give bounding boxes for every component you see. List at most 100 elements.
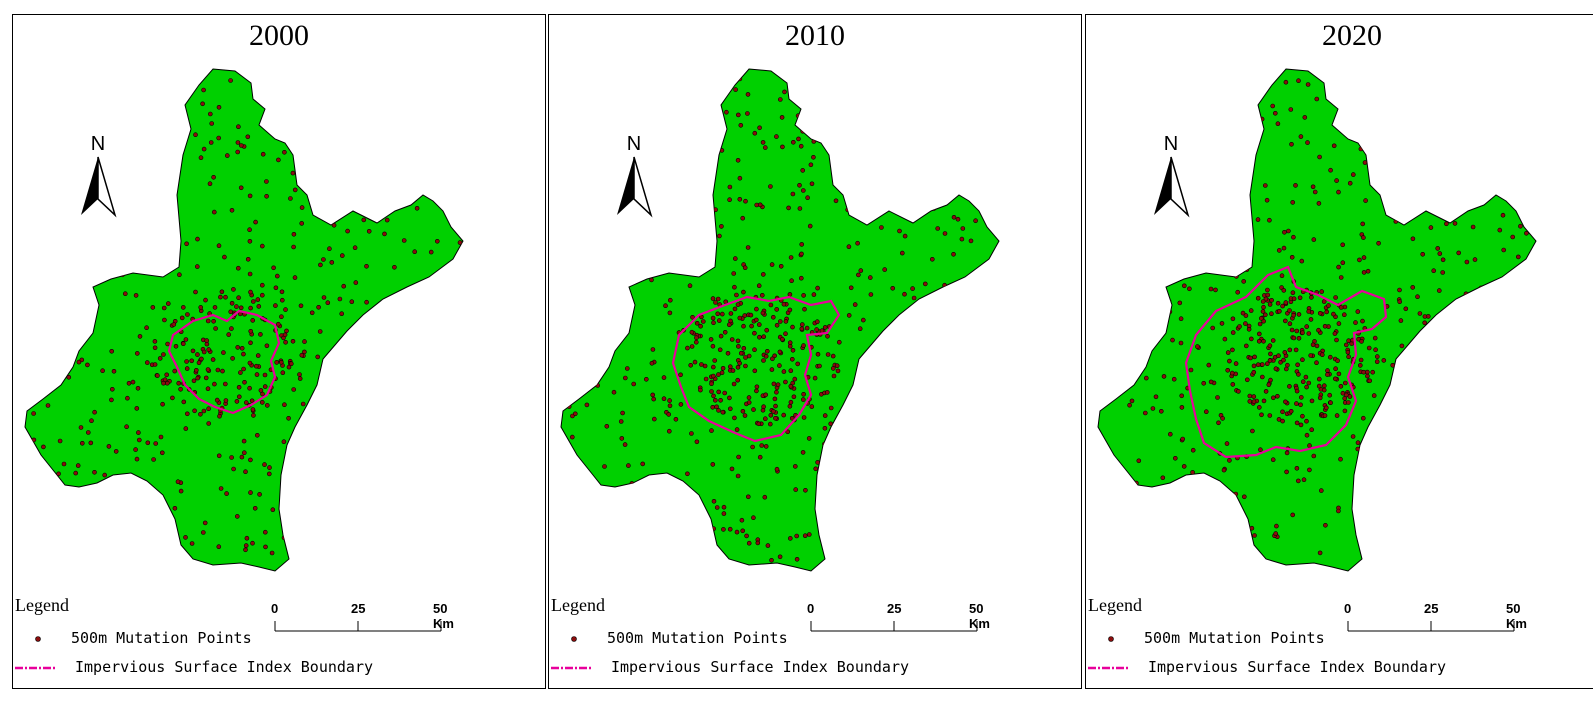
mutation-point xyxy=(1336,371,1342,377)
mutation-point xyxy=(1377,103,1383,109)
mutation-point xyxy=(1370,107,1376,112)
mutation-point xyxy=(1177,550,1182,556)
mutation-point xyxy=(1248,83,1253,88)
mutation-point xyxy=(786,205,791,211)
mutation-point xyxy=(934,487,939,492)
mutation-point xyxy=(1506,526,1512,531)
mutation-point xyxy=(1419,532,1425,538)
mutation-point xyxy=(777,554,783,560)
mutation-point xyxy=(92,234,98,240)
mutation-point xyxy=(752,130,758,136)
mutation-point xyxy=(201,87,206,93)
mutation-point xyxy=(264,194,269,199)
mutation-point xyxy=(992,125,998,131)
mutation-point xyxy=(88,115,94,120)
mutation-point xyxy=(275,321,281,327)
scale-bar-line xyxy=(810,621,978,632)
mutation-point xyxy=(783,319,789,324)
mutation-point xyxy=(1446,93,1452,99)
mutation-point xyxy=(189,541,195,546)
mutation-point xyxy=(1342,380,1348,386)
mutation-point xyxy=(1107,477,1113,483)
mutation-point xyxy=(831,172,837,177)
mutation-point xyxy=(771,314,776,320)
mutation-point xyxy=(80,440,85,446)
mutation-point xyxy=(601,284,607,290)
impervious-boundary-line xyxy=(1184,265,1388,459)
mutation-point xyxy=(1314,360,1319,366)
mutation-point xyxy=(1294,420,1300,426)
mutation-point xyxy=(718,397,723,403)
mutation-point xyxy=(1507,354,1513,359)
legend-boundary-label: Impervious Surface Index Boundary xyxy=(75,658,374,676)
mutation-point xyxy=(1170,536,1175,542)
mutation-point xyxy=(1194,240,1199,246)
mutation-point xyxy=(1403,414,1409,419)
mutation-point xyxy=(1284,450,1290,456)
mutation-point xyxy=(1477,389,1483,394)
mutation-point xyxy=(675,518,681,523)
mutation-point xyxy=(1510,474,1516,480)
mutation-point xyxy=(61,300,66,305)
mutation-point xyxy=(1346,354,1351,360)
mutation-point xyxy=(243,547,248,553)
mutation-point xyxy=(1468,295,1473,301)
mutation-point xyxy=(1472,552,1477,558)
mutation-point xyxy=(795,361,800,367)
mutation-point xyxy=(459,80,463,86)
mutation-point xyxy=(1259,316,1264,321)
mutation-point xyxy=(1282,350,1288,355)
mutation-point xyxy=(296,553,302,559)
mutation-point xyxy=(801,415,807,420)
mutation-point xyxy=(79,116,85,122)
mutation-point xyxy=(1336,321,1342,326)
mutation-point xyxy=(1255,362,1261,368)
mutation-point xyxy=(229,455,234,460)
mutation-point xyxy=(735,364,741,370)
mutation-point xyxy=(1366,345,1372,351)
mutation-point xyxy=(428,249,434,255)
mutation-point xyxy=(1361,270,1367,275)
mutation-point xyxy=(1106,470,1112,475)
mutation-point xyxy=(35,133,41,138)
mutation-point xyxy=(457,240,463,245)
mutation-point xyxy=(236,384,242,390)
mutation-point xyxy=(836,339,842,345)
mutation-point xyxy=(1316,383,1322,389)
mutation-point xyxy=(1248,355,1253,361)
mutation-point xyxy=(336,439,342,444)
mutation-point xyxy=(418,553,424,558)
mutation-point xyxy=(255,432,260,438)
mutation-point xyxy=(818,109,823,114)
mutation-point xyxy=(788,536,793,541)
mutation-point xyxy=(1361,255,1367,260)
mutation-point xyxy=(866,430,872,436)
mutation-point xyxy=(411,452,417,457)
mutation-point xyxy=(1296,478,1301,484)
mutation-point xyxy=(842,107,848,112)
mutation-point xyxy=(982,537,988,543)
mutation-point xyxy=(1257,321,1263,327)
mutation-point xyxy=(241,351,246,357)
mutation-point xyxy=(139,81,144,87)
map-region-svg xyxy=(15,68,464,670)
mutation-point xyxy=(1403,120,1408,126)
mutation-point xyxy=(853,117,859,122)
mutation-point xyxy=(665,100,671,106)
mutation-point xyxy=(304,162,310,168)
mutation-point xyxy=(1502,305,1508,311)
mutation-point xyxy=(1458,457,1463,463)
mutation-point xyxy=(270,507,276,513)
mutation-point xyxy=(451,362,456,368)
mutation-point xyxy=(1305,140,1310,145)
mutation-point xyxy=(262,372,268,378)
mutation-point xyxy=(171,322,177,327)
mutation-point xyxy=(757,202,763,208)
mutation-point xyxy=(808,162,814,168)
mutation-point xyxy=(1251,399,1257,405)
mutation-point xyxy=(813,118,818,123)
mutation-point xyxy=(243,469,248,475)
mutation-point xyxy=(959,106,965,112)
mutation-point xyxy=(1208,379,1214,385)
mutation-point xyxy=(1251,394,1257,399)
